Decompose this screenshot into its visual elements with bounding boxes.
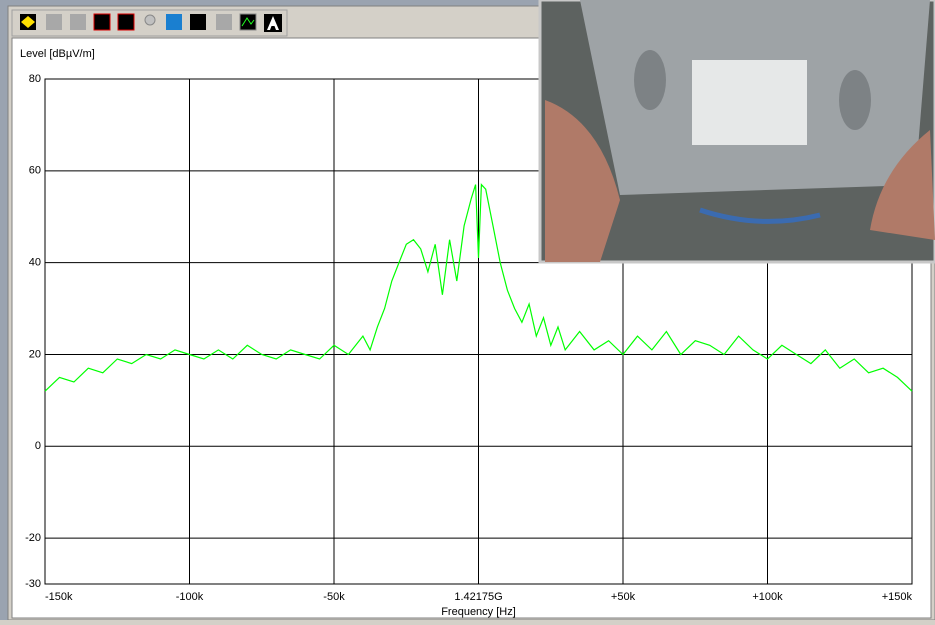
x-axis-label: Frequency [Hz]	[441, 606, 516, 618]
y-tick-label: 60	[29, 165, 41, 177]
photo-overlay	[540, 0, 935, 262]
tool-button[interactable]	[46, 14, 62, 30]
x-tick-label: +150k	[882, 591, 913, 603]
tool-button[interactable]	[190, 14, 206, 30]
analyzer-window: Level [dBµV/m] Frequency [Hz] -30 -20 0 20 40 6…	[0, 0, 935, 620]
tool-button[interactable]	[216, 14, 232, 30]
tool-button[interactable]	[240, 14, 256, 30]
x-tick-label: +100k	[752, 591, 783, 603]
device-label	[692, 60, 807, 145]
x-tick-label: -50k	[323, 591, 345, 603]
y-tick-label: 40	[29, 257, 41, 269]
page: {"chart_data": { "type": "line", "y_labe…	[0, 0, 935, 620]
x-tick-label: -150k	[45, 591, 73, 603]
y-tick-label: -30	[25, 578, 41, 590]
x-tick-label: 1.42175G	[454, 591, 502, 603]
y-tick-label: 0	[35, 440, 41, 452]
x-tick-label: -100k	[176, 591, 204, 603]
tool-button[interactable]	[145, 15, 155, 25]
mount-hole	[634, 50, 666, 110]
y-tick-label: 20	[29, 348, 41, 360]
tool-button[interactable]	[94, 14, 110, 30]
x-tick-label: +50k	[611, 591, 636, 603]
tool-button[interactable]	[166, 14, 182, 30]
tool-button[interactable]	[118, 14, 134, 30]
y-tick-label: 80	[29, 73, 41, 85]
mount-hole	[839, 70, 871, 130]
y-tick-label: -20	[25, 532, 41, 544]
tool-button[interactable]	[70, 14, 86, 30]
y-axis-label: Level [dBµV/m]	[20, 48, 95, 60]
toolbar	[12, 10, 287, 36]
